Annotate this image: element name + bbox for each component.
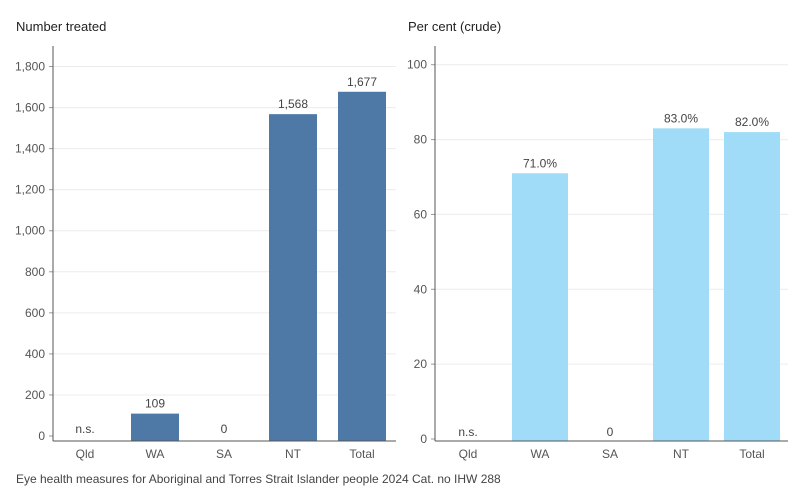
left-data-label: 109 — [145, 397, 165, 411]
right-category-label: NT — [673, 447, 690, 461]
left-ytick-label: 1,400 — [15, 142, 45, 156]
right-ytick-label: 60 — [414, 207, 428, 221]
right-ytick-label: 80 — [414, 133, 428, 147]
left-ytick-label: 1,000 — [15, 224, 45, 238]
left-bar-total — [338, 91, 386, 441]
left-chart-panel: 0 200 400 600 800 1,000 1,200 1,400 1,600 1,800 n.… — [15, 46, 396, 461]
left-ytick-label: 200 — [25, 388, 45, 402]
left-bar-nt — [269, 114, 317, 441]
left-ytick-label: 1,200 — [15, 183, 45, 197]
left-ytick-label: 400 — [25, 347, 45, 361]
right-data-label: 83.0% — [664, 111, 698, 125]
right-category-label: SA — [602, 447, 618, 461]
right-chart-title: Per cent (crude) — [408, 19, 502, 34]
right-category-label: WA — [531, 447, 550, 461]
right-data-label: 0 — [607, 425, 614, 439]
left-category-label: WA — [146, 447, 165, 461]
right-ytick-label: 0 — [420, 432, 427, 446]
right-category-label: Qld — [459, 447, 478, 461]
right-ytick-label: 100 — [407, 58, 427, 72]
footer-source-note: Eye health measures for Aboriginal and T… — [16, 472, 501, 486]
right-ytick-label: 40 — [414, 282, 428, 296]
left-category-label: Total — [349, 447, 374, 461]
left-ytick-label: 1,800 — [15, 60, 45, 74]
left-chart-title: Number treated — [16, 19, 107, 34]
right-data-label: 71.0% — [523, 156, 557, 170]
left-ytick-label: 800 — [25, 265, 45, 279]
left-category-label: SA — [216, 447, 232, 461]
right-category-label: Total — [739, 447, 764, 461]
left-category-label: NT — [285, 447, 302, 461]
left-data-label: 0 — [221, 422, 228, 436]
right-ytick-label: 20 — [414, 357, 428, 371]
right-bar-total — [724, 132, 780, 442]
right-data-label: 82.0% — [735, 115, 769, 129]
left-data-label: 1,568 — [278, 97, 308, 111]
right-bar-wa — [512, 173, 568, 441]
right-bar-nt — [653, 128, 709, 442]
left-category-label: Qld — [76, 447, 95, 461]
left-ytick-label: 600 — [25, 306, 45, 320]
right-chart-panel: 0 20 40 60 80 100 n.s. Qld 71.0% WA 0 SA 83.0% NT 82.0… — [407, 46, 788, 461]
left-bar-wa — [131, 413, 179, 441]
left-data-label: n.s. — [75, 422, 94, 436]
left-ytick-label: 0 — [38, 429, 45, 443]
left-ytick-label: 1,600 — [15, 101, 45, 115]
left-data-label: 1,677 — [347, 75, 377, 89]
right-data-label: n.s. — [458, 425, 477, 439]
